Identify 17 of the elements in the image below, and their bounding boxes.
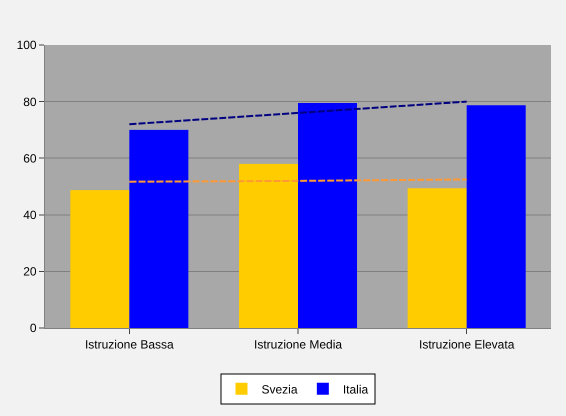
x-tick-label: Istruzione Elevata (418, 337, 515, 352)
bar (298, 103, 358, 328)
x-tick-label: Istruzione Bassa (84, 337, 174, 352)
y-tick-label: 40 (23, 208, 37, 222)
y-tick-label: 20 (23, 264, 37, 279)
legend-label: Italia (342, 382, 369, 396)
y-tick-label: 80 (23, 94, 37, 109)
bar (466, 105, 526, 328)
y-tick-label: 60 (23, 151, 37, 166)
legend-label: Svezia (262, 382, 298, 396)
y-tick-label: 0 (30, 321, 37, 336)
bar (129, 130, 188, 328)
bar (408, 188, 467, 328)
bar (70, 190, 130, 328)
y-tick-label: 100 (16, 38, 37, 52)
bar (238, 164, 298, 328)
x-tick-label: Istruzione Media (254, 337, 342, 352)
